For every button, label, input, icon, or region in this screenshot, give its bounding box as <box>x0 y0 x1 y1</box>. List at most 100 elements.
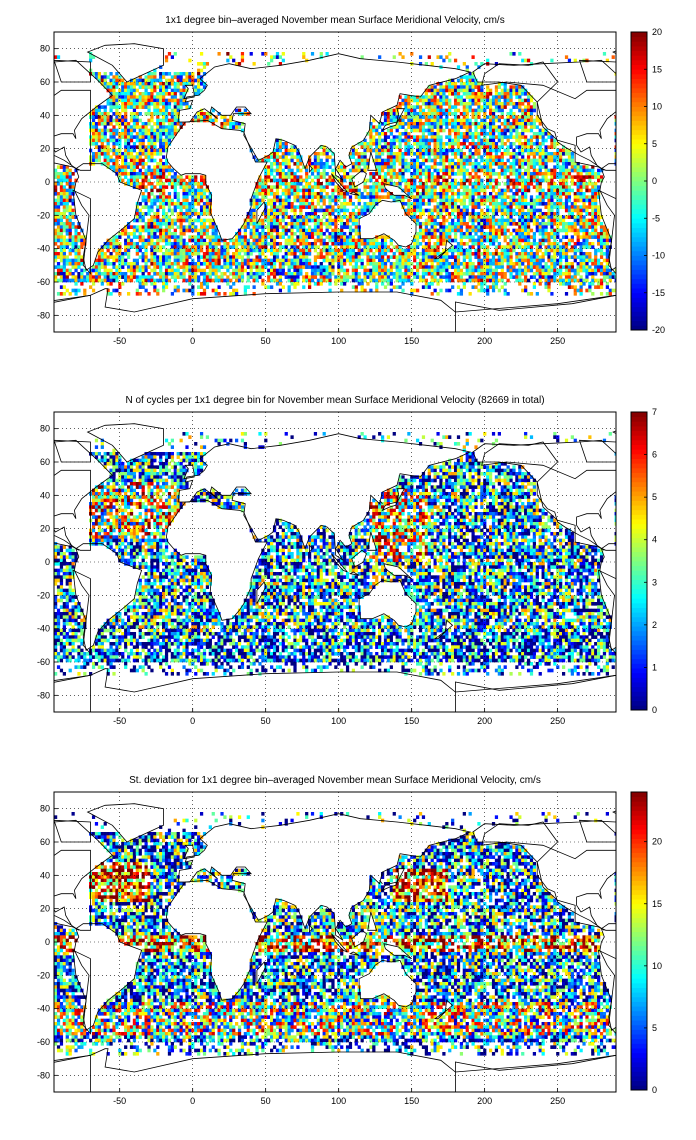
data-cell <box>354 148 358 153</box>
data-cell <box>582 202 586 206</box>
data-cell <box>486 165 490 169</box>
data-cell <box>407 108 411 113</box>
data-cell <box>564 205 569 209</box>
data-cell <box>404 138 408 143</box>
data-cell <box>544 195 548 199</box>
data-cell <box>413 122 417 126</box>
data-cell <box>567 238 572 243</box>
data-cell <box>144 225 148 229</box>
data-cell <box>410 112 414 116</box>
data-cell <box>299 178 303 183</box>
data-cell <box>331 212 335 216</box>
data-cell <box>392 195 396 199</box>
data-cell <box>343 222 347 226</box>
data-cell <box>132 128 137 133</box>
data-cell <box>182 242 186 246</box>
data-cell <box>448 92 452 96</box>
data-cell <box>167 205 172 209</box>
data-cell <box>413 168 417 173</box>
data-cell <box>547 145 551 149</box>
data-cell <box>518 145 522 149</box>
data-cell <box>54 238 58 243</box>
data-cell <box>103 78 107 83</box>
data-cell <box>550 155 554 159</box>
data-cell <box>176 195 180 199</box>
data-cell <box>293 148 297 153</box>
data-cell <box>436 208 440 213</box>
data-cell <box>453 85 458 89</box>
data-cell <box>202 188 207 193</box>
data-cell <box>343 168 347 173</box>
data-cell <box>468 212 472 216</box>
data-cell <box>599 225 604 229</box>
data-cell <box>296 165 300 169</box>
data-cell <box>465 155 469 159</box>
data-cell <box>535 222 539 226</box>
data-cell <box>153 195 157 199</box>
data-cell <box>100 152 104 156</box>
data-cell <box>182 225 186 229</box>
data-cell <box>541 152 545 156</box>
data-cell <box>436 105 440 109</box>
data-cell <box>156 148 160 153</box>
data-cell <box>515 138 519 143</box>
data-cell <box>468 78 472 83</box>
data-cell <box>275 225 280 229</box>
data-cell <box>162 85 166 89</box>
data-cell <box>605 235 609 239</box>
data-cell <box>503 92 507 96</box>
data-cell <box>147 225 151 229</box>
data-cell <box>185 208 189 213</box>
data-cell <box>477 218 481 223</box>
data-cell <box>506 195 510 199</box>
data-cell <box>272 158 277 163</box>
data-cell <box>270 58 274 63</box>
data-cell <box>261 218 265 223</box>
data-cell <box>302 198 306 203</box>
data-cell <box>407 165 411 169</box>
data-cell <box>106 115 110 119</box>
data-cell <box>343 208 347 213</box>
data-cell <box>246 218 250 223</box>
data-cell <box>322 198 326 203</box>
data-cell <box>529 208 534 213</box>
data-cell <box>112 102 116 106</box>
data-cell <box>331 242 335 246</box>
data-cell <box>305 202 309 206</box>
data-cell <box>570 178 574 183</box>
data-cell <box>162 172 166 176</box>
data-cell <box>162 105 166 109</box>
data-cell <box>491 102 496 106</box>
data-cell <box>471 242 475 246</box>
data-cell <box>442 195 446 199</box>
data-cell <box>497 145 501 149</box>
data-cell <box>453 192 458 196</box>
data-cell <box>427 152 431 156</box>
data-cell <box>305 165 309 169</box>
data-cell <box>553 165 557 169</box>
data-cell <box>80 242 84 246</box>
data-cell <box>401 202 405 206</box>
data-cell <box>436 122 440 126</box>
data-cell <box>436 135 440 139</box>
data-cell <box>284 148 288 153</box>
data-cell <box>471 132 475 136</box>
data-cell <box>325 52 329 56</box>
data-cell <box>494 178 499 183</box>
data-cell <box>538 232 542 236</box>
data-cell <box>564 208 569 213</box>
data-cell <box>497 138 501 143</box>
data-cell <box>147 228 151 233</box>
data-cell <box>465 112 469 116</box>
data-cell <box>448 198 452 203</box>
data-cell <box>296 192 300 196</box>
data-cell <box>585 175 589 179</box>
data-cell <box>135 215 139 219</box>
data-cell <box>124 142 128 146</box>
data-cell <box>535 178 539 183</box>
data-cell <box>91 128 96 133</box>
data-cell <box>494 212 499 216</box>
data-cell <box>383 148 388 153</box>
data-cell <box>494 155 499 159</box>
data-cell <box>413 135 417 139</box>
